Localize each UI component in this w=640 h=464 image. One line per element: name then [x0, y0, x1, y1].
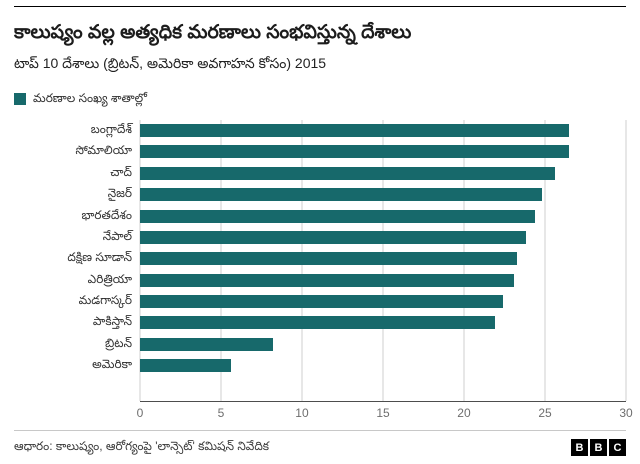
bbc-logo-letter: C: [609, 439, 626, 456]
chart-subtitle: టాప్ 10 దేశాలు (బ్రిటన్, అమెరికా అవగాహన …: [14, 54, 327, 71]
legend-label: మరణాల సంఖ్య శాతాల్లో: [33, 90, 147, 105]
bar: [140, 359, 231, 373]
x-tick-label: 15: [376, 406, 390, 420]
bar: [140, 273, 515, 287]
bar: [140, 123, 570, 137]
bar: [140, 337, 273, 351]
legend-swatch-icon: [14, 93, 26, 106]
bar-track: [140, 291, 626, 312]
bar: [140, 166, 555, 180]
category-label: సోమాలియా: [75, 143, 132, 158]
gridline: [625, 119, 627, 401]
x-tick-label: 20: [457, 406, 471, 420]
x-tick-label: 0: [136, 406, 144, 420]
bar-track: [140, 334, 626, 355]
chart-title: కాలుష్యం వల్ల అత్యధిక మరణాలు సంభవిస్తున్…: [14, 22, 412, 43]
x-tick-label: 10: [295, 406, 309, 420]
bar: [140, 209, 536, 223]
bar: [140, 188, 542, 202]
footer: ఆధారం: కాలుష్యం, ఆరోగ్యంపై 'లాన్సెట్' కమ…: [14, 430, 626, 456]
bar-track: [140, 120, 626, 141]
category-labels: బంగ్లాదేశ్ సోమాలియా చాద్ నైజర్ భారతదేశం నేపాల…: [14, 120, 140, 428]
plot-wrap: 0 5 10 15 20 25 30: [136, 119, 633, 428]
category-label: అమెరికా: [92, 357, 132, 372]
category-label: బంగ్లాదేశ్: [90, 121, 132, 136]
bar-chart: బంగ్లాదేశ్ సోమాలియా చాద్ నైజర్ భారతదేశం నేపాల…: [14, 119, 633, 428]
x-tick-label: 30: [619, 406, 633, 420]
bar: [140, 230, 526, 244]
category-label: దక్షిణ సూడాన్: [67, 250, 132, 265]
top-rule: [14, 6, 626, 7]
bar-track: [140, 141, 626, 162]
source-text: ఆధారం: కాలుష్యం, ఆరోగ్యంపై 'లాన్సెట్' కమ…: [14, 439, 270, 453]
gridline: [544, 119, 546, 401]
bar-track: [140, 227, 626, 248]
bar-track: [140, 269, 626, 290]
x-tick-label: 5: [217, 406, 225, 420]
bar-track: [140, 205, 626, 226]
plot-area: [139, 119, 627, 402]
bar: [140, 252, 518, 266]
bar-rows: [140, 120, 626, 401]
bar-track: [140, 163, 626, 184]
bar: [140, 316, 495, 330]
bar-track: [140, 184, 626, 205]
category-label: చాద్: [110, 164, 132, 179]
category-label: బ్రిటన్: [105, 335, 132, 350]
bbc-logo-letter: B: [571, 439, 588, 456]
bar-track: [140, 248, 626, 269]
category-label: పాకిస్తాన్: [92, 314, 132, 329]
legend: మరణాల సంఖ్య శాతాల్లో: [14, 91, 626, 108]
bar: [140, 145, 570, 159]
category-label: ఎరిత్రియా: [87, 271, 132, 286]
bbc-logo-letter: B: [590, 439, 607, 456]
category-label: మడగాస్కర్: [78, 293, 132, 308]
category-label: నేపాల్: [102, 228, 132, 243]
x-tick-label: 25: [538, 406, 552, 420]
category-label: నైజర్: [107, 186, 132, 201]
bar: [140, 295, 503, 309]
bar-track: [140, 355, 626, 376]
bar-track: [140, 312, 626, 333]
x-axis-ticks: 0 5 10 15 20 25 30: [136, 406, 633, 428]
category-label: భారతదేశం: [81, 207, 132, 222]
